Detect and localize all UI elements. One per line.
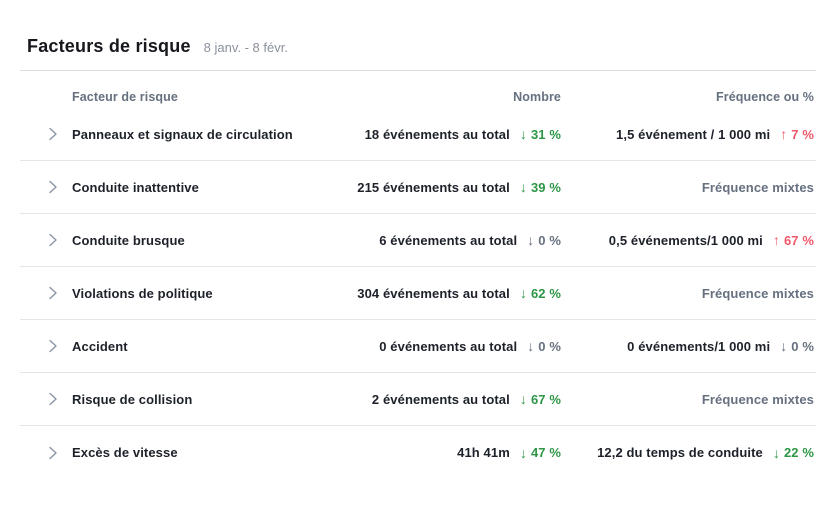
arrow-down-icon: ↓ bbox=[519, 285, 527, 301]
count-cell: 2 événements au total ↓ 67 % bbox=[316, 392, 561, 407]
risk-factor-label: Violations de politique bbox=[72, 285, 213, 301]
column-header-frequency: Fréquence ou % bbox=[716, 90, 814, 104]
trend-percent: 0 % bbox=[538, 232, 561, 248]
arrow-down-icon: ↓ bbox=[527, 338, 535, 354]
metric-value: 0 événements/1 000 mi bbox=[627, 338, 771, 354]
trend-indicator: ↑ 67 % bbox=[773, 233, 814, 248]
trend-percent: 0 % bbox=[791, 338, 814, 354]
trend-indicator: ↓ 0 % bbox=[527, 233, 561, 248]
trend-indicator: ↑ 7 % bbox=[780, 127, 814, 142]
date-range: 8 janv. - 8 févr. bbox=[203, 40, 288, 55]
risk-factor-label: Excès de vitesse bbox=[72, 445, 178, 460]
risk-factor-label: Conduite inattentive bbox=[72, 179, 199, 195]
mixed-frequency-label: Fréquence mixtes bbox=[701, 391, 814, 407]
chevron-right-icon[interactable] bbox=[47, 286, 58, 300]
trend-indicator: ↓ 62 % bbox=[520, 286, 561, 301]
trend-percent: 67 % bbox=[530, 391, 561, 407]
risk-factors-table: Facteur de risque Nombre Fréquence ou % … bbox=[20, 70, 816, 479]
trend-percent: 67 % bbox=[783, 232, 814, 248]
table-row[interactable]: Conduite brusque 6 événements au total ↓ 0… bbox=[20, 214, 816, 267]
table-header-row: Facteur de risque Nombre Fréquence ou % bbox=[20, 71, 816, 108]
arrow-down-icon: ↓ bbox=[519, 179, 527, 195]
chevron-right-icon[interactable] bbox=[47, 392, 58, 406]
table-body: Panneaux et signaux de circulation 18 év… bbox=[20, 108, 816, 479]
metric-value: 304 événements au total bbox=[357, 285, 510, 301]
chevron-right-icon[interactable] bbox=[47, 233, 58, 247]
count-cell: 41h 41m ↓ 47 % bbox=[316, 445, 561, 460]
trend-percent: 47 % bbox=[530, 445, 561, 460]
trend-indicator: ↓ 0 % bbox=[780, 339, 814, 354]
trend-percent: 31 % bbox=[530, 126, 561, 142]
table-row[interactable]: Violations de politique 304 événements a… bbox=[20, 267, 816, 320]
frequency-cell: Fréquence mixtes bbox=[561, 392, 816, 407]
metric-value: 2 événements au total bbox=[371, 391, 510, 407]
mixed-frequency-label: Fréquence mixtes bbox=[701, 179, 814, 195]
arrow-down-icon: ↓ bbox=[772, 444, 780, 461]
metric-value: 41h 41m bbox=[457, 445, 510, 460]
metric-value: 1,5 événement / 1 000 mi bbox=[616, 126, 771, 142]
column-header-count: Nombre bbox=[513, 90, 561, 104]
metric-value: 18 événements au total bbox=[364, 126, 510, 142]
count-cell: 0 événements au total ↓ 0 % bbox=[316, 339, 561, 354]
table-row[interactable]: Panneaux et signaux de circulation 18 év… bbox=[20, 108, 816, 161]
table-row[interactable]: Accident 0 événements au total ↓ 0 % 0 évé… bbox=[20, 320, 816, 373]
risk-factor-label: Accident bbox=[72, 338, 128, 354]
risk-factor-label: Risque de collision bbox=[72, 391, 193, 407]
mixed-frequency-label: Fréquence mixtes bbox=[701, 285, 814, 301]
metric-value: 215 événements au total bbox=[357, 179, 510, 195]
arrow-down-icon: ↓ bbox=[519, 126, 527, 142]
trend-indicator: ↓ 39 % bbox=[520, 180, 561, 195]
frequency-cell: 0,5 événements/1 000 mi ↑ 67 % bbox=[561, 233, 816, 248]
table-row[interactable]: Risque de collision 2 événements au tota… bbox=[20, 373, 816, 426]
trend-indicator: ↓ 0 % bbox=[527, 339, 561, 354]
arrow-up-icon: ↑ bbox=[780, 126, 788, 142]
frequency-cell: Fréquence mixtes bbox=[561, 286, 816, 301]
arrow-down-icon: ↓ bbox=[519, 444, 527, 461]
risk-factor-label: Conduite brusque bbox=[72, 232, 185, 248]
metric-value: 0 événements au total bbox=[379, 338, 518, 354]
count-cell: 6 événements au total ↓ 0 % bbox=[316, 233, 561, 248]
arrow-up-icon: ↑ bbox=[772, 232, 780, 248]
arrow-down-icon: ↓ bbox=[519, 391, 527, 407]
arrow-down-icon: ↓ bbox=[780, 338, 788, 354]
table-row[interactable]: Excès de vitesse 41h 41m ↓ 47 % 12,2 du te… bbox=[20, 426, 816, 479]
chevron-right-icon[interactable] bbox=[47, 127, 58, 141]
trend-percent: 39 % bbox=[530, 179, 561, 195]
risk-factor-label: Panneaux et signaux de circulation bbox=[72, 126, 293, 142]
trend-indicator: ↓ 47 % bbox=[520, 445, 561, 460]
column-header-factor: Facteur de risque bbox=[72, 90, 178, 104]
metric-value: 0,5 événements/1 000 mi bbox=[608, 232, 763, 248]
count-cell: 18 événements au total ↓ 31 % bbox=[316, 127, 561, 142]
count-cell: 215 événements au total ↓ 39 % bbox=[316, 180, 561, 195]
trend-percent: 22 % bbox=[783, 445, 814, 460]
trend-indicator: ↓ 22 % bbox=[773, 445, 814, 460]
trend-indicator: ↓ 31 % bbox=[520, 127, 561, 142]
count-cell: 304 événements au total ↓ 62 % bbox=[316, 286, 561, 301]
frequency-cell: 0 événements/1 000 mi ↓ 0 % bbox=[561, 339, 816, 354]
metric-value: 12,2 du temps de conduite bbox=[597, 445, 763, 460]
trend-percent: 7 % bbox=[791, 126, 814, 142]
frequency-cell: 12,2 du temps de conduite ↓ 22 % bbox=[561, 445, 816, 460]
trend-indicator: ↓ 67 % bbox=[520, 392, 561, 407]
chevron-right-icon[interactable] bbox=[47, 446, 58, 460]
trend-percent: 62 % bbox=[530, 285, 561, 301]
trend-percent: 0 % bbox=[538, 338, 561, 354]
metric-value: 6 événements au total bbox=[379, 232, 518, 248]
frequency-cell: 1,5 événement / 1 000 mi ↑ 7 % bbox=[561, 127, 816, 142]
chevron-right-icon[interactable] bbox=[47, 180, 58, 194]
table-row[interactable]: Conduite inattentive 215 événements au t… bbox=[20, 161, 816, 214]
page-title: Facteurs de risque bbox=[27, 36, 191, 56]
frequency-cell: Fréquence mixtes bbox=[561, 180, 816, 195]
arrow-down-icon: ↓ bbox=[527, 232, 535, 248]
panel-header: Facteurs de risque 8 janv. - 8 févr. bbox=[0, 0, 836, 57]
chevron-right-icon[interactable] bbox=[47, 339, 58, 353]
